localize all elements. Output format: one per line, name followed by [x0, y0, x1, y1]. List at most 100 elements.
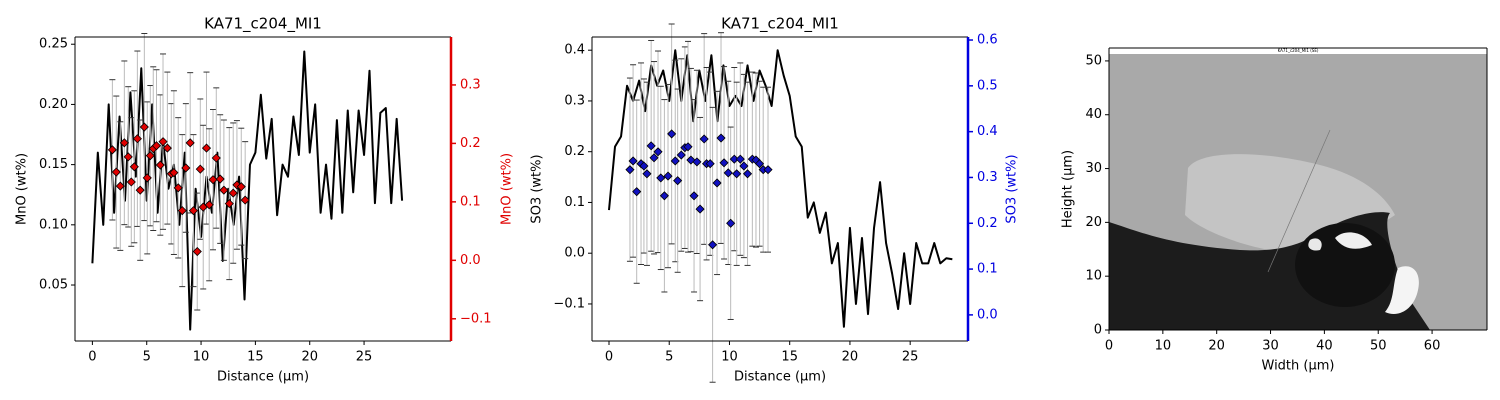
data-point	[181, 163, 191, 173]
x-tick-label: 25	[902, 350, 919, 365]
y-tick-label: 30	[1085, 161, 1102, 176]
y2-tick-label: 0.0	[460, 253, 481, 268]
data-point	[219, 185, 229, 195]
y2-tick-label: 0.3	[977, 170, 998, 185]
data-point	[224, 199, 234, 209]
data-point	[763, 165, 773, 175]
x-tick-label: 20	[842, 350, 859, 365]
data-point	[201, 143, 212, 153]
x-tick-label: 25	[356, 350, 373, 365]
data-point	[132, 134, 142, 144]
y2-tick-label: 0.2	[460, 136, 481, 151]
traverse-line	[1267, 129, 1331, 273]
y-tick-label: 0.20	[39, 97, 68, 112]
y-tick-label: 0.10	[39, 217, 68, 232]
data-point	[158, 137, 168, 147]
x-tick-label: 10	[193, 350, 210, 365]
data-point	[699, 134, 709, 144]
data-point	[195, 164, 205, 174]
y2-tick-label: 0.0	[977, 307, 998, 322]
x-tick-label: 0	[88, 350, 96, 365]
data-point	[155, 160, 165, 170]
data-point	[126, 177, 136, 187]
data-point	[151, 141, 162, 151]
data-point	[656, 173, 666, 183]
y2-tick-label: 0.1	[977, 262, 998, 277]
data-point	[632, 187, 642, 197]
x-tick-label: 10	[1155, 339, 1172, 354]
data-point	[695, 204, 705, 214]
y-axis-label: Height (µm)	[1061, 150, 1076, 228]
data-line	[607, 49, 953, 328]
data-point	[192, 246, 202, 257]
y2-tick-label: 0.2	[977, 216, 998, 231]
x-tick-label: 30	[1262, 339, 1279, 354]
data-point	[755, 159, 765, 169]
data-point	[115, 181, 125, 191]
y2-tick-label: 0.1	[460, 194, 481, 209]
data-point	[639, 161, 649, 171]
y2-tick-label: −0.1	[460, 311, 492, 326]
data-point	[673, 176, 683, 186]
data-point	[646, 141, 656, 151]
image-label: KA71_c204_MI1 (SE)	[1278, 48, 1319, 53]
y2-axis-label: SO3 (wt%)	[1005, 154, 1020, 223]
data-point	[111, 167, 121, 177]
x-tick-label: 15	[781, 350, 798, 365]
x-tick-label: 10	[721, 350, 738, 365]
data-point	[729, 154, 739, 164]
data-point	[625, 165, 635, 175]
y-tick-label: 0.4	[564, 43, 585, 58]
x-tick-label: 20	[1208, 339, 1225, 354]
x-tick-label: 40	[1316, 339, 1333, 354]
data-point	[676, 150, 686, 160]
data-point	[649, 153, 659, 163]
y-tick-label: 10	[1085, 269, 1102, 284]
image-header	[1109, 48, 1487, 54]
data-point	[169, 168, 179, 178]
data-point	[689, 191, 699, 201]
data-point	[208, 175, 218, 185]
data-point	[742, 169, 753, 179]
bright-patch	[1308, 238, 1322, 251]
data-point	[215, 174, 225, 184]
y-tick-label: 0.15	[39, 157, 68, 172]
x-axis-label: Width (µm)	[1262, 359, 1335, 374]
data-point	[692, 157, 702, 167]
bright-blob	[1385, 266, 1419, 314]
data-point	[663, 171, 673, 181]
data-point	[705, 159, 715, 169]
y-tick-label: 0.05	[39, 278, 68, 293]
x-tick-label: 20	[301, 350, 318, 365]
data-point	[119, 138, 129, 148]
data-point	[642, 169, 652, 179]
data-point	[716, 133, 726, 143]
data-point	[211, 153, 221, 163]
x-axis-label: Distance (µm)	[217, 370, 309, 385]
x-axis-label: Distance (µm)	[734, 370, 826, 385]
y-tick-label: 0.0	[564, 246, 585, 261]
y2-tick-label: 0.3	[460, 77, 481, 92]
y2-tick-label: 0.6	[977, 33, 998, 48]
data-point	[240, 195, 250, 205]
data-point	[177, 206, 187, 216]
bright-patch	[1335, 232, 1372, 249]
x-tick-label: 0	[605, 350, 613, 365]
y2-tick-label: 0.4	[977, 124, 998, 139]
y-tick-label: 0.3	[564, 93, 585, 108]
x-tick-label: 0	[1105, 339, 1113, 354]
y-tick-label: 0	[1094, 323, 1102, 338]
data-point	[145, 151, 155, 161]
chart-title: KA71_c204_MI1	[204, 15, 322, 34]
data-point	[123, 152, 133, 162]
chart-title: KA71_c204_MI1	[721, 15, 839, 34]
x-tick-label: 50	[1370, 339, 1387, 354]
data-point	[667, 129, 677, 139]
data-point	[739, 161, 749, 171]
y-tick-label: 0.25	[39, 37, 68, 52]
x-tick-label: 5	[665, 350, 673, 365]
x-tick-label: 15	[247, 350, 264, 365]
y-tick-label: 40	[1085, 107, 1102, 122]
data-point	[683, 142, 693, 152]
